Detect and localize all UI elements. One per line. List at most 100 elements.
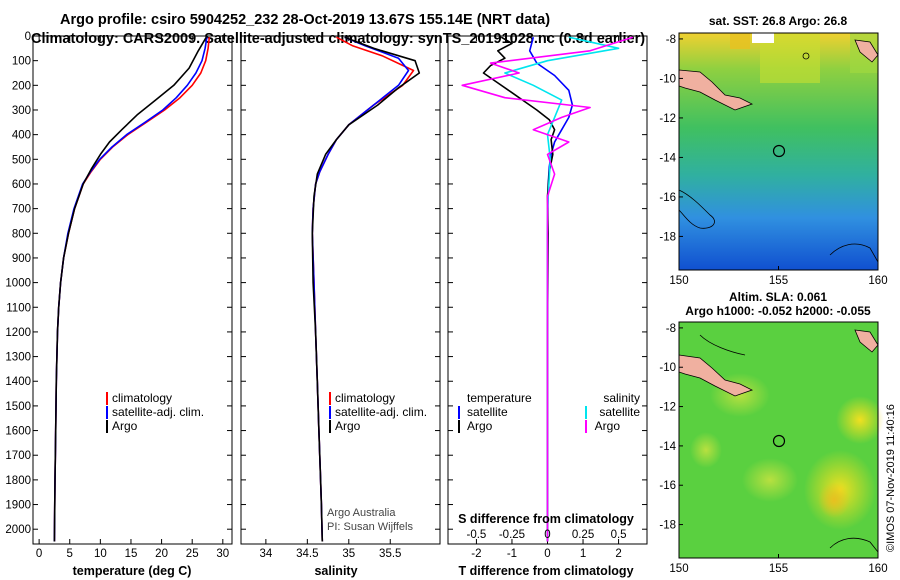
sla-map-subtitle: Argo h1000: -0.052 h2000: -0.055	[685, 304, 871, 318]
sdiff-tick-label: 0.5	[611, 529, 627, 541]
map-lat-label: -14	[659, 152, 676, 164]
x-tick-label: 1	[580, 548, 586, 560]
map-lat-label: -10	[659, 362, 676, 374]
salinity-panel	[240, 35, 441, 545]
map-lat-label: -12	[659, 402, 676, 414]
sdiff-tick-label: 0.25	[572, 529, 594, 541]
temperature-legend: climatology satellite-adj. clim. Argo	[106, 391, 204, 433]
series-line-salinity-satellite	[504, 36, 620, 542]
sst-map	[678, 32, 879, 271]
depth-tick-label: 1900	[5, 500, 31, 512]
map-lon-label: 155	[769, 275, 788, 287]
sla-map-ticks: 150 155 160 -8 -10 -12 -14 -16 -18	[659, 323, 887, 575]
x-tick-label: 34	[259, 548, 272, 560]
salinity-series	[311, 36, 421, 542]
series-line-argo	[53, 36, 207, 542]
contour-line	[678, 189, 715, 229]
argo-location-marker	[772, 144, 786, 158]
x-tick-label: 35.5	[379, 548, 401, 560]
depth-tick-label: 400	[12, 130, 31, 142]
map-lon-label: 160	[868, 563, 887, 575]
map-lat-label: -18	[659, 520, 676, 532]
legend-t-satellite-label: satellite	[467, 405, 508, 419]
legend-satellite-label: satellite-adj. clim.	[112, 405, 204, 419]
sla-map	[678, 321, 884, 559]
depth-tick-label: 600	[12, 179, 31, 191]
copyright-footer: ©IMOS 07-Nov-2019 11:40:16	[885, 404, 897, 552]
land-papua	[678, 69, 754, 111]
land-island	[854, 329, 879, 353]
x-tick-label: 15	[125, 548, 138, 560]
salinity-legend: climatology satellite-adj. clim. Argo	[329, 391, 427, 433]
map-lon-label: 160	[868, 275, 887, 287]
depth-tick-label: 1300	[5, 352, 31, 364]
map-lat-label: -8	[666, 323, 676, 335]
series-line-argo	[311, 36, 421, 542]
salinity-xlabel: salinity	[314, 564, 357, 578]
x-tick-label: 35	[342, 548, 355, 560]
depth-tick-label: 1000	[5, 278, 31, 290]
x-tick-label: -1	[507, 548, 517, 560]
x-tick-label: 0	[544, 548, 550, 560]
depth-tick-label: 1400	[5, 376, 31, 388]
argo-australia-note: Argo Australia	[327, 507, 396, 519]
x-tick-label: 20	[155, 548, 168, 560]
legend-salinity-heading: salinity	[603, 391, 640, 405]
contour-line	[829, 537, 879, 553]
sst-map-title: sat. SST: 26.8 Argo: 26.8	[709, 14, 848, 28]
sdiff-tick-label: -0.25	[499, 529, 525, 541]
x-tick-label: 5	[67, 548, 73, 560]
x-tick-label: 10	[94, 548, 107, 560]
series-line-climatology	[53, 37, 211, 542]
sdiff-ticks: -0.5 -0.25 0 0.25 0.5	[467, 529, 627, 541]
depth-tick-label: 500	[12, 154, 31, 166]
map-lat-label: -14	[659, 441, 676, 453]
sdiff-xlabel: S difference from climatology	[458, 512, 634, 526]
sla-anomaly	[690, 432, 722, 468]
sdiff-tick-label: 0	[544, 529, 550, 541]
legend-argo-label: Argo	[112, 419, 138, 433]
depth-tick-label: 1200	[5, 327, 31, 339]
legend-argo-label: Argo	[335, 419, 361, 433]
land-papua	[678, 354, 754, 397]
series-line-temperature-argo	[482, 36, 556, 542]
sla-anomaly	[818, 482, 850, 518]
legend-s-argo-label: Argo	[595, 419, 621, 433]
land-island	[854, 39, 879, 63]
map-lat-label: -16	[659, 480, 676, 492]
legend-climatology-label: climatology	[112, 391, 172, 405]
depth-tick-label: 700	[12, 204, 31, 216]
series-line-satellite-adj-clim-	[311, 36, 410, 542]
x-tick-label: 34.5	[296, 548, 318, 560]
argo-location-marker	[772, 434, 786, 448]
map-lat-label: -8	[666, 34, 676, 46]
depth-tick-label: 1500	[5, 401, 31, 413]
difference-x-ticks: -2 -1 0 1 2	[471, 36, 622, 560]
title-line-1: Argo profile: csiro 5904252_232 28-Oct-2…	[60, 12, 550, 28]
depth-tick-label: 2000	[5, 524, 31, 536]
depth-tick-label: 1800	[5, 475, 31, 487]
temperature-x-ticks: 0 5 10 15 20 25 30	[36, 36, 229, 560]
depth-tick-label: 1700	[5, 450, 31, 462]
pi-note: PI: Susan Wijffels	[327, 521, 413, 533]
sla-map-title: Altim. SLA: 0.061	[729, 290, 827, 304]
map-lat-label: -18	[659, 231, 676, 243]
x-tick-label: 25	[186, 548, 199, 560]
depth-tick-label: 0	[25, 31, 31, 43]
depth-tick-label: 300	[12, 105, 31, 117]
contour-line	[829, 243, 879, 263]
difference-legend: temperature satellite Argo salinity sate…	[458, 391, 640, 433]
x-tick-label: 0	[36, 548, 42, 560]
series-line-temperature-satellite	[528, 36, 574, 542]
sla-anomaly	[742, 458, 798, 502]
depth-tick-label: 1100	[6, 302, 31, 314]
series-line-satellite-adj-clim-	[53, 37, 208, 542]
sst-warm-patch	[730, 33, 750, 49]
temperature-xlabel: temperature (deg C)	[73, 564, 192, 578]
depth-tick-label: 100	[12, 56, 31, 68]
x-tick-label: -2	[471, 548, 481, 560]
sdiff-tick-label: -0.5	[467, 529, 487, 541]
legend-climatology-label: climatology	[335, 391, 395, 405]
x-tick-label: 2	[615, 548, 621, 560]
